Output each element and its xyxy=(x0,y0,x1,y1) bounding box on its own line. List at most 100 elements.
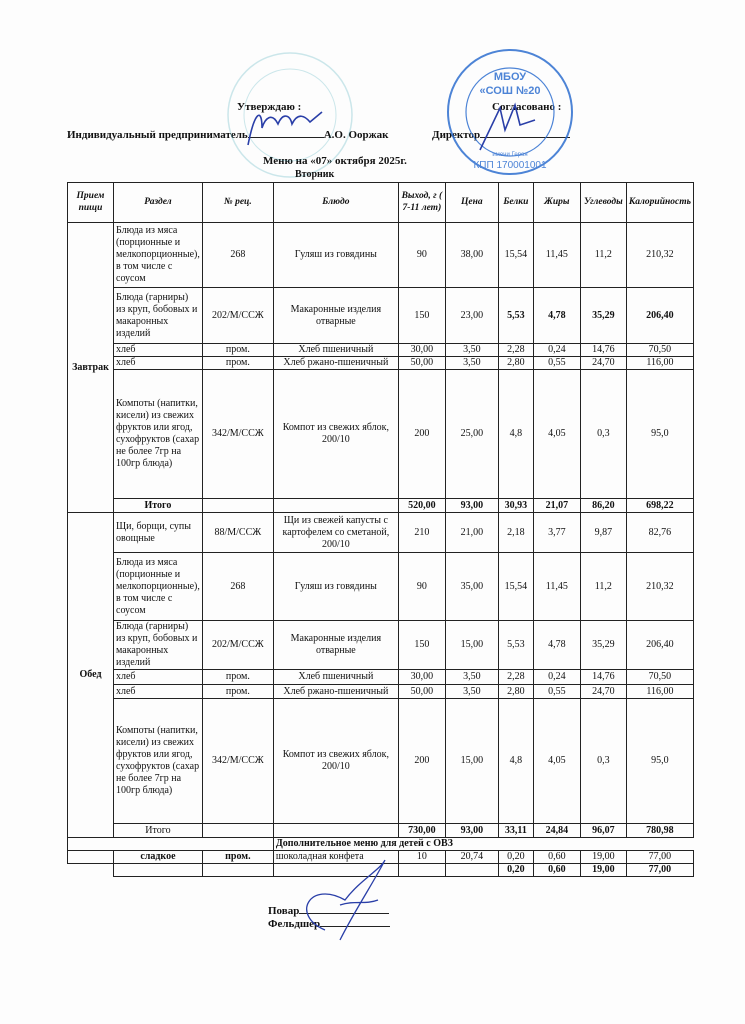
dish-cell: Макаронные изделия отварные xyxy=(272,287,399,344)
empty-cell xyxy=(67,837,274,851)
protein-cell: 4,8 xyxy=(497,698,534,824)
extra-cell: сладкое xyxy=(113,850,203,864)
fat-cell: 0,55 xyxy=(532,684,581,699)
dish-cell: Хлеб ржано-пшеничный xyxy=(272,684,399,699)
carbs-cell: 14,76 xyxy=(579,669,627,685)
recipe-number-cell: 342/М/ССЖ xyxy=(201,698,274,824)
carbs-cell: 35,29 xyxy=(579,620,627,670)
total-cell: 93,00 xyxy=(444,823,499,838)
carbs-cell: 0,3 xyxy=(579,369,627,499)
yield-cell: 200 xyxy=(397,369,446,499)
extra-total-cell: 77,00 xyxy=(625,863,694,877)
protein-cell: 5,53 xyxy=(497,287,534,344)
section-cell: хлеб xyxy=(113,684,203,699)
carbs-cell: 9,87 xyxy=(579,512,627,553)
recipe-number-cell: пром. xyxy=(201,684,274,699)
weekday: Вторник xyxy=(295,169,335,180)
empty-cell xyxy=(67,850,114,864)
extra-cell: 19,00 xyxy=(579,850,627,864)
stamp-line: МБОУ xyxy=(494,71,526,83)
fat-cell: 0,55 xyxy=(532,356,581,370)
col-yield: Выход, г ( 7-11 лет) xyxy=(397,182,446,223)
col-protein: Белки xyxy=(497,182,534,223)
recipe-number-cell: 268 xyxy=(201,552,274,621)
fat-cell: 0,24 xyxy=(532,343,581,357)
dish-cell: Хлеб ржано-пшеничный xyxy=(272,356,399,370)
carbs-cell: 14,76 xyxy=(579,343,627,357)
yield-cell: 50,00 xyxy=(397,684,446,699)
empty-cell xyxy=(444,863,499,877)
col-section: Раздел xyxy=(113,182,203,223)
director-label: Директор xyxy=(432,129,571,141)
carbs-cell: 0,3 xyxy=(579,698,627,824)
calories-cell: 210,32 xyxy=(625,222,694,288)
empty-cell xyxy=(201,863,274,877)
price-cell: 23,00 xyxy=(444,287,499,344)
menu-title: Меню на «07» октября 2025г. xyxy=(263,155,407,167)
meal-name: Завтрак xyxy=(67,222,114,513)
calories-cell: 116,00 xyxy=(625,356,694,370)
table-row: Компоты (напитки, кисели) из свежих фрук… xyxy=(68,369,694,499)
fat-cell: 4,78 xyxy=(532,620,581,670)
dish-cell: Хлеб пшеничный xyxy=(272,343,399,357)
yield-cell: 30,00 xyxy=(397,669,446,685)
recipe-number-cell: 342/М/ССЖ xyxy=(201,369,274,499)
extra-cell: 10 xyxy=(397,850,446,864)
price-cell: 3,50 xyxy=(444,343,499,357)
calories-cell: 210,32 xyxy=(625,552,694,621)
protein-cell: 2,18 xyxy=(497,512,534,553)
price-cell: 35,00 xyxy=(444,552,499,621)
section-cell: Блюда (гарниры) из круп, бобовых и макар… xyxy=(113,620,203,670)
table-row: Завтрак Блюда из мяса (порционные и мелко… xyxy=(67,222,694,513)
dish-cell: Гуляш из говядины xyxy=(272,222,399,288)
table-header: Прием пищи Раздел № рец. Блюдо Выход, г … xyxy=(67,182,694,223)
carbs-cell: 35,29 xyxy=(579,287,627,344)
extra-menu-row: сладкое пром. шоколадная конфета 10 20,74 0,2… xyxy=(67,850,694,864)
calories-cell: 95,0 xyxy=(625,698,694,824)
extra-cell: 0,20 xyxy=(497,850,534,864)
price-cell: 25,00 xyxy=(444,369,499,499)
table-row: Компоты (напитки, кисели) из свежих фрук… xyxy=(68,698,694,824)
price-cell: 3,50 xyxy=(444,684,499,699)
table-row: Блюда (гарниры) из круп, бобовых и макар… xyxy=(68,620,694,670)
fat-cell: 4,05 xyxy=(532,369,581,499)
section-cell: хлеб xyxy=(113,343,203,357)
fat-cell: 3,77 xyxy=(532,512,581,553)
total-cell: Итого xyxy=(113,498,203,513)
col-price: Цена xyxy=(444,182,499,223)
total-cell xyxy=(201,823,274,838)
total-row: Итого 520,00 93,00 30,93 21,07 86,20 698,22 xyxy=(68,498,694,513)
yield-cell: 90 xyxy=(397,552,446,621)
yield-cell: 200 xyxy=(397,698,446,824)
agreed-label: Согласовано : xyxy=(492,101,562,113)
extra-total-row: 0,20 0,60 19,00 77,00 xyxy=(68,863,694,877)
fat-cell: 4,05 xyxy=(532,698,581,824)
yield-cell: 210 xyxy=(397,512,446,553)
yield-cell: 90 xyxy=(397,222,446,288)
fat-cell: 4,78 xyxy=(532,287,581,344)
recipe-number-cell: пром. xyxy=(201,343,274,357)
price-cell: 21,00 xyxy=(444,512,499,553)
section-cell: хлеб xyxy=(113,669,203,685)
calories-cell: 70,50 xyxy=(625,669,694,685)
total-cell: 730,00 xyxy=(397,823,446,838)
dish-cell: Компот из свежих яблок, 200/10 xyxy=(272,369,399,499)
recipe-number-cell: 202/М/ССЖ xyxy=(201,287,274,344)
empty-cell xyxy=(272,863,399,877)
approve-label: Утверждаю : xyxy=(237,101,302,113)
total-cell: 24,84 xyxy=(532,823,581,838)
section-cell: Блюда из мяса (порционные и мелкопорцион… xyxy=(113,222,203,288)
calories-cell: 206,40 xyxy=(625,287,694,344)
col-dish: Блюдо xyxy=(272,182,399,223)
price-cell: 3,50 xyxy=(444,356,499,370)
empty-cell xyxy=(397,863,446,877)
section-cell: Компоты (напитки, кисели) из свежих фрук… xyxy=(113,698,203,824)
calories-cell: 116,00 xyxy=(625,684,694,699)
stamp-line: «СОШ №20 xyxy=(480,85,541,97)
protein-cell: 2,28 xyxy=(497,343,534,357)
total-cell: 21,07 xyxy=(532,498,581,513)
extra-cell: 20,74 xyxy=(444,850,499,864)
dish-cell: Макаронные изделия отварные xyxy=(272,620,399,670)
medic-signature-line: Фельдшер xyxy=(268,918,391,930)
